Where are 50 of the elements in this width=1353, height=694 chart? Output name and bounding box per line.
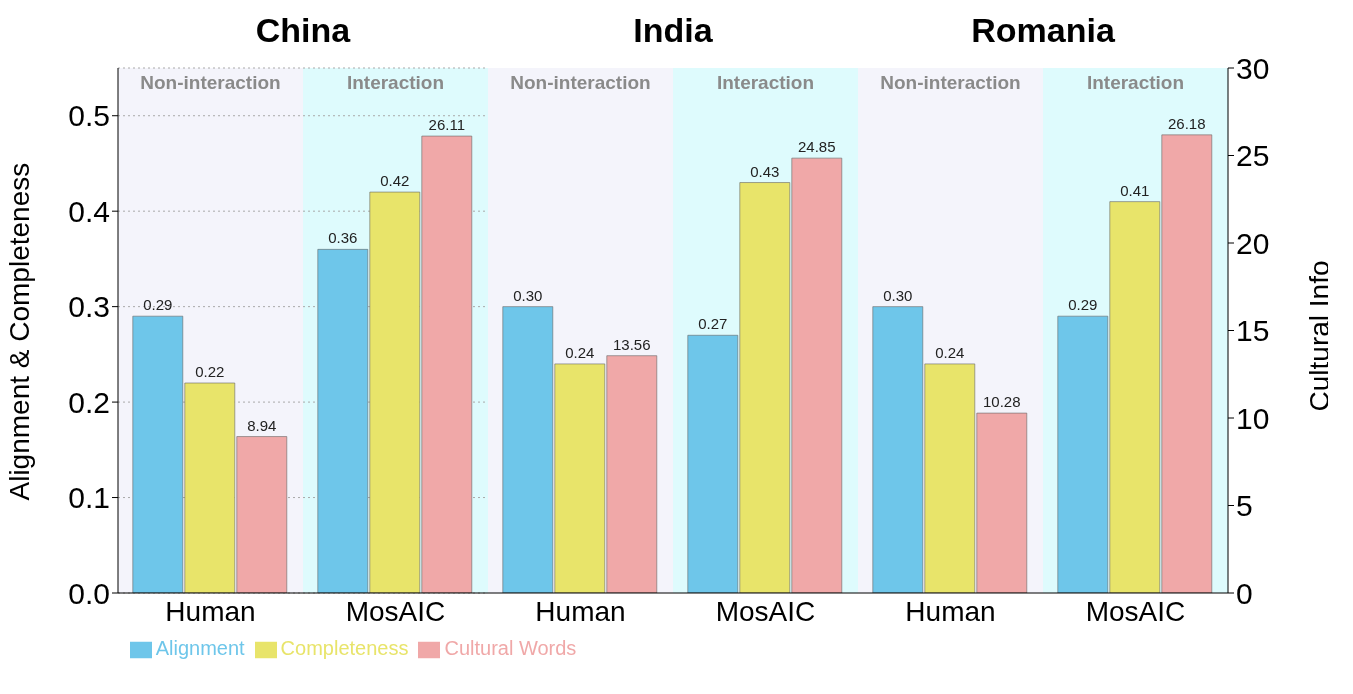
y2-tick-label: 30: [1236, 51, 1270, 85]
data-label: 8.94: [247, 416, 277, 434]
y2-tick-label: 15: [1236, 314, 1270, 348]
y-tick-label: 0.4: [68, 194, 110, 228]
y2-tick-label: 5: [1236, 489, 1253, 523]
data-label: 0.29: [143, 296, 173, 314]
y-tick-label: 0.1: [68, 481, 110, 515]
y-tick-label: 0.0: [68, 576, 110, 610]
band-label: Non-interaction: [140, 72, 281, 94]
data-label: 13.56: [613, 335, 651, 353]
data-label: 0.29: [1068, 296, 1098, 314]
data-label: 26.11: [428, 116, 466, 134]
x-tick-label: MosAIC: [345, 595, 446, 627]
y2-tick-label: 0: [1236, 576, 1253, 610]
data-label: 0.22: [195, 363, 225, 380]
y-tick-label: 0.2: [68, 385, 110, 419]
y-tick-label: 0.3: [68, 290, 110, 324]
data-label: 26.18: [1168, 114, 1206, 132]
legend-label: Cultural Words: [444, 637, 577, 659]
band-label: Non-interaction: [880, 72, 1021, 94]
data-label: 0.24: [935, 343, 965, 361]
y2-tick-label: 25: [1236, 139, 1270, 173]
band-label: Interaction: [346, 72, 445, 94]
data-label: 0.30: [883, 286, 913, 304]
x-tick-label: MosAIC: [715, 595, 816, 627]
x-tick-label: MosAIC: [1085, 595, 1186, 627]
data-label: 0.42: [380, 172, 410, 190]
y-tick-label: 0.5: [68, 99, 110, 133]
y-axis-title: Alignment & Completeness: [3, 162, 35, 501]
x-tick-label: Human: [165, 595, 256, 627]
legend-label: Alignment: [155, 637, 245, 659]
chart-title: Romania: [970, 10, 1116, 51]
data-label: 24.85: [798, 138, 836, 156]
band-label: Interaction: [1086, 72, 1185, 94]
band-label: Non-interaction: [510, 72, 651, 94]
data-label: 0.24: [565, 343, 595, 361]
x-tick-label: Human: [905, 595, 996, 627]
data-label: 0.43: [750, 162, 780, 180]
data-label: 10.28: [983, 393, 1021, 411]
y2-tick-label: 10: [1236, 401, 1270, 435]
chart-title: India: [632, 10, 714, 51]
chart-title: China: [254, 10, 352, 51]
data-label: 0.27: [698, 315, 728, 333]
band-label: Interaction: [716, 72, 815, 94]
data-label: 0.41: [1120, 181, 1150, 199]
legend-label: Completeness: [280, 637, 409, 659]
data-label: 0.36: [328, 229, 358, 247]
data-label: 0.30: [513, 286, 543, 304]
y2-tick-label: 20: [1236, 226, 1270, 260]
x-tick-label: Human: [535, 595, 626, 627]
